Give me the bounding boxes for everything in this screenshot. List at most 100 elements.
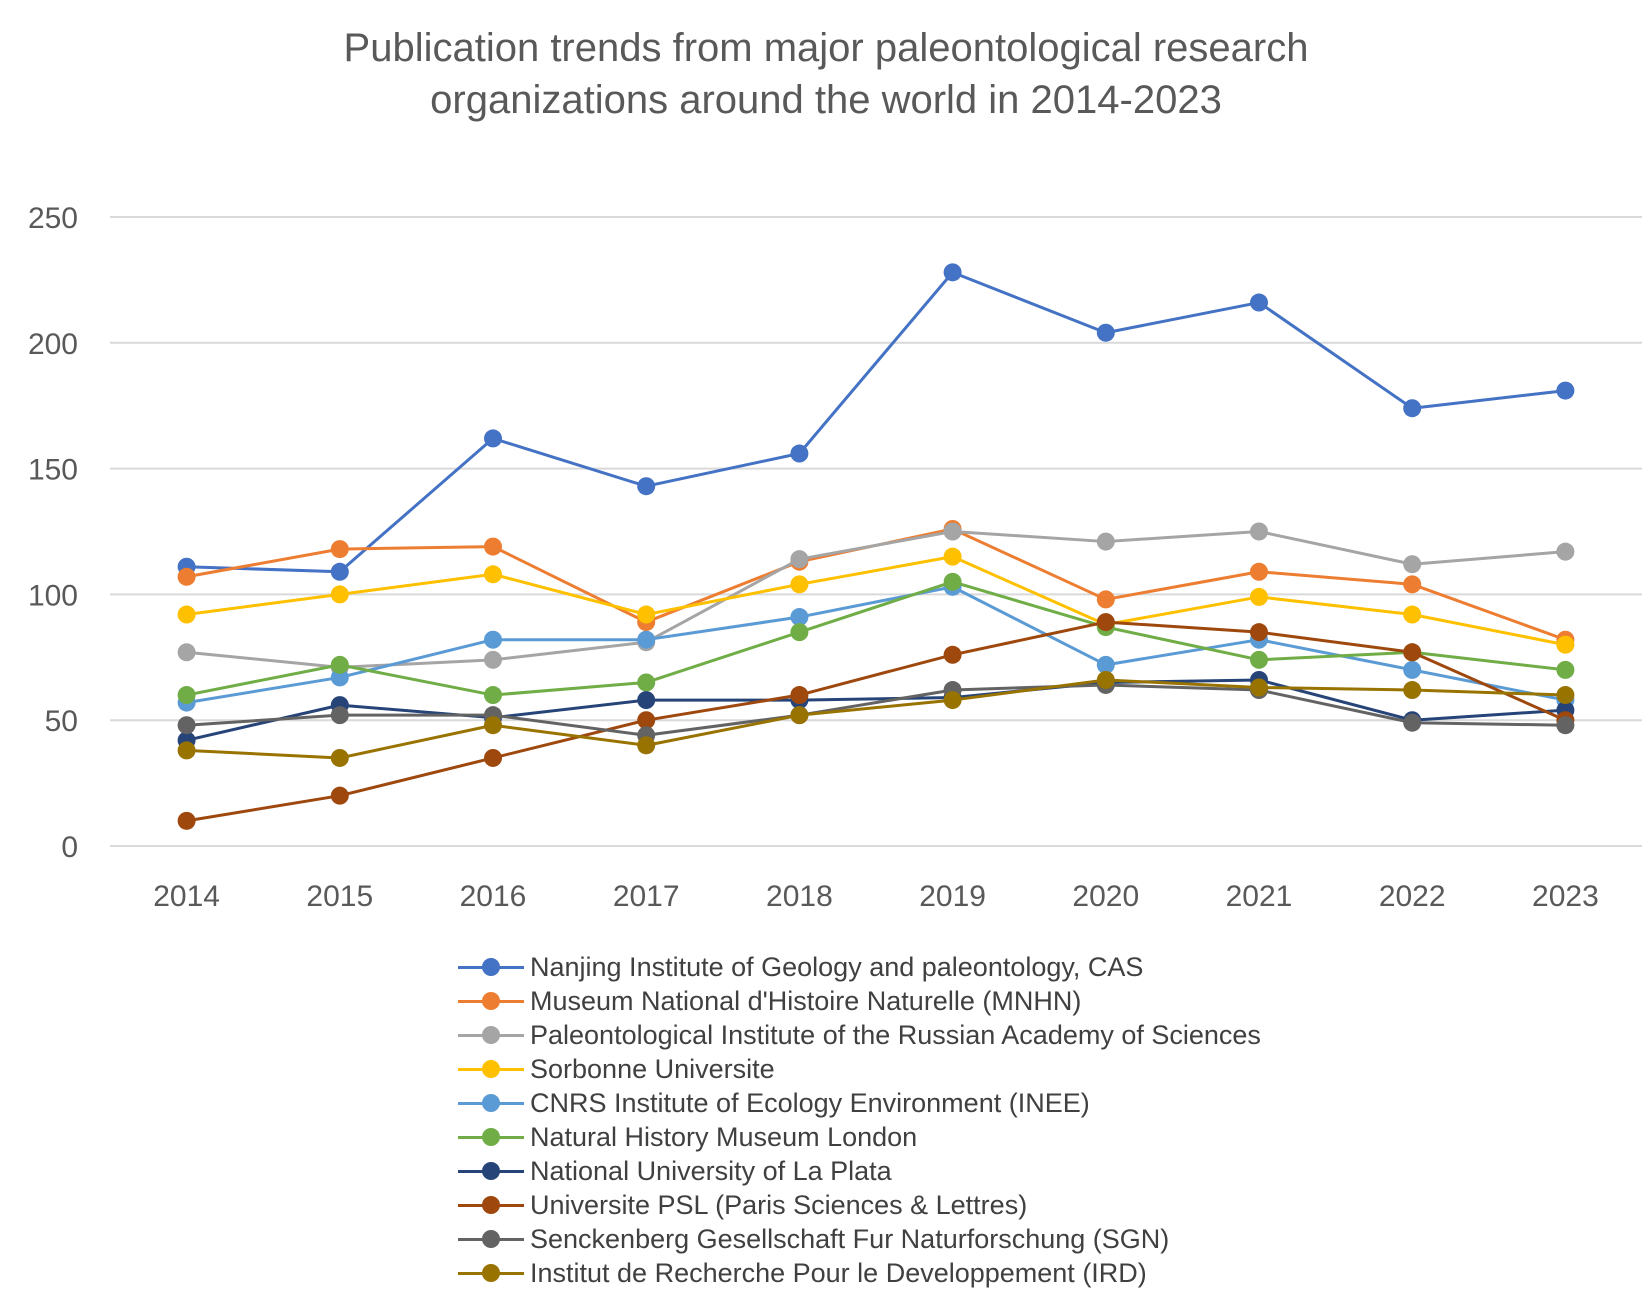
x-tick-label: 2018 <box>766 880 833 913</box>
x-tick-label: 2014 <box>153 880 220 913</box>
data-point <box>330 668 349 687</box>
data-point <box>1556 716 1575 735</box>
series-line <box>186 620 1567 823</box>
data-point <box>637 605 656 624</box>
data-point <box>1403 605 1422 624</box>
legend-label: Nanjing Institute of Geology and paleont… <box>530 951 1144 982</box>
data-point <box>1403 575 1422 594</box>
legend-label: Sorbonne Universite <box>530 1053 775 1084</box>
data-point <box>177 811 196 830</box>
x-tick-label: 2019 <box>919 880 986 913</box>
y-tick-label: 50 <box>45 705 78 738</box>
series-8 <box>177 613 1575 830</box>
series-1 <box>177 263 1575 581</box>
data-point <box>637 736 656 755</box>
series-line <box>186 678 1566 742</box>
data-point <box>330 585 349 604</box>
x-tick-label: 2021 <box>1226 880 1293 913</box>
series-layer <box>177 263 1575 830</box>
data-point <box>330 706 349 725</box>
legend-label: Natural History Museum London <box>530 1121 918 1152</box>
data-point <box>1403 681 1422 700</box>
legend-marker-icon <box>458 1229 524 1249</box>
data-point <box>943 572 962 591</box>
data-point <box>330 748 349 767</box>
data-point <box>637 673 656 692</box>
legend-marker-icon <box>458 1093 524 1113</box>
legend-label: Museum National d'Histoire Naturelle (MN… <box>530 985 1082 1016</box>
data-point <box>1250 623 1268 642</box>
data-point <box>1250 522 1268 541</box>
data-point <box>1556 660 1575 679</box>
line-chart: 0 50 100 150 200 250 2014 2015 2016 2017 2018 2019… <box>28 202 1642 913</box>
legend-marker-icon <box>458 957 524 977</box>
data-point <box>790 444 809 463</box>
data-point <box>1403 713 1422 732</box>
legend-marker-icon <box>458 1263 524 1283</box>
data-point <box>1096 613 1115 632</box>
data-point <box>1556 381 1575 400</box>
data-point <box>1403 643 1422 662</box>
data-point <box>790 550 809 569</box>
legend-label: CNRS Institute of Ecology Environment (I… <box>530 1087 1090 1118</box>
data-point <box>1250 678 1268 697</box>
gridlines <box>110 216 1642 847</box>
legend-label: Institut de Recherche Pour le Developpem… <box>530 1257 1147 1288</box>
data-point <box>177 686 196 705</box>
data-point <box>1556 635 1575 654</box>
y-tick-label: 200 <box>28 328 78 361</box>
data-point <box>1250 650 1268 669</box>
data-point <box>637 711 656 730</box>
x-tick-label: 2017 <box>613 880 680 913</box>
x-tick-label: 2022 <box>1379 880 1446 913</box>
data-point <box>1250 293 1268 312</box>
data-point <box>943 547 962 566</box>
y-tick-label: 150 <box>28 454 78 487</box>
chart-title-line-2: organizations around the world in 2014-2… <box>430 78 1222 122</box>
legend-item: Universite PSL (Paris Sciences & Lettres… <box>458 1188 1261 1222</box>
data-point <box>1403 555 1422 574</box>
legend-marker-icon <box>458 991 524 1011</box>
series-line <box>186 530 1566 669</box>
legend-item: Sorbonne Universite <box>458 1052 1261 1086</box>
data-point <box>637 691 656 710</box>
data-point <box>1403 399 1422 418</box>
data-point <box>943 522 962 541</box>
series-10 <box>177 670 1575 767</box>
data-point <box>484 650 502 669</box>
x-axis-tick-labels: 2014 2015 2016 2017 2018 2019 2020 2021 2022 2023 <box>153 880 1599 913</box>
legend-marker-icon <box>458 1195 524 1215</box>
legend-marker-icon <box>458 1127 524 1147</box>
legend-item: Paleontological Institute of the Russian… <box>458 1018 1261 1052</box>
data-point <box>790 623 809 642</box>
series-2 <box>177 519 1575 649</box>
data-point <box>484 686 502 705</box>
legend-label: Paleontological Institute of the Russian… <box>530 1019 1261 1050</box>
data-point <box>484 429 502 448</box>
data-point <box>177 741 196 760</box>
data-point <box>790 608 809 627</box>
data-point <box>1250 587 1268 606</box>
x-tick-label: 2020 <box>1072 880 1139 913</box>
data-point <box>637 630 656 649</box>
data-point <box>177 643 196 662</box>
data-point <box>484 630 502 649</box>
data-point <box>330 655 349 674</box>
data-point <box>484 537 502 556</box>
chart-title-line-1: Publication trends from major paleontolo… <box>343 26 1309 70</box>
series-line <box>186 580 1566 697</box>
series-line <box>186 270 1566 574</box>
data-point <box>790 686 809 705</box>
data-point <box>790 575 809 594</box>
legend-marker-icon <box>458 1059 524 1079</box>
x-tick-label: 2023 <box>1532 880 1599 913</box>
legend-item: Institut de Recherche Pour le Developpem… <box>458 1256 1261 1290</box>
data-point <box>330 786 349 805</box>
y-tick-label: 100 <box>28 579 78 612</box>
series-line <box>186 683 1566 737</box>
data-point <box>943 263 962 282</box>
data-point <box>1096 323 1115 342</box>
data-point <box>330 540 349 559</box>
data-point <box>637 477 656 496</box>
legend-label: Senckenberg Gesellschaft Fur Naturforsch… <box>530 1223 1170 1254</box>
